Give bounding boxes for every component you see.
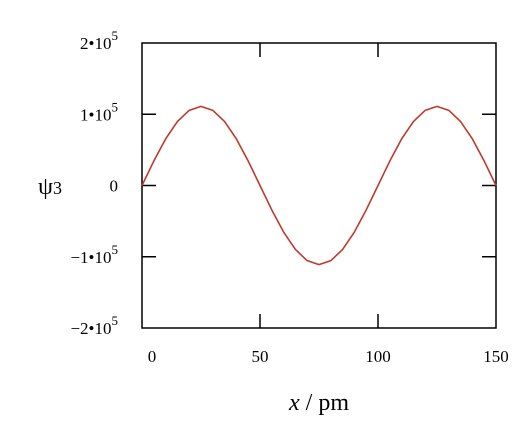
y-tick-label: 2•105 bbox=[80, 28, 118, 53]
series-line bbox=[141, 105, 497, 266]
x-tick-label: 150 bbox=[483, 347, 509, 366]
series bbox=[141, 105, 497, 266]
y-tick-label: 1•105 bbox=[80, 99, 118, 124]
y-tick-label: −1•105 bbox=[70, 242, 118, 267]
x-ticks: 0 50 100 150 bbox=[148, 43, 509, 366]
plot-frame bbox=[141, 42, 497, 329]
y-tick-label: −2•105 bbox=[70, 313, 118, 338]
x-tick-label: 0 bbox=[148, 347, 157, 366]
x-tick-label: 50 bbox=[252, 347, 269, 366]
x-tick-label: 100 bbox=[365, 347, 391, 366]
y-axis-title: ψ3 bbox=[38, 174, 62, 200]
y-tick-label: 0 bbox=[110, 177, 119, 196]
x-axis-title: x / pm bbox=[288, 390, 349, 416]
y-ticks: 2•105 1•105 0 −1•105 −2•105 bbox=[70, 28, 496, 338]
